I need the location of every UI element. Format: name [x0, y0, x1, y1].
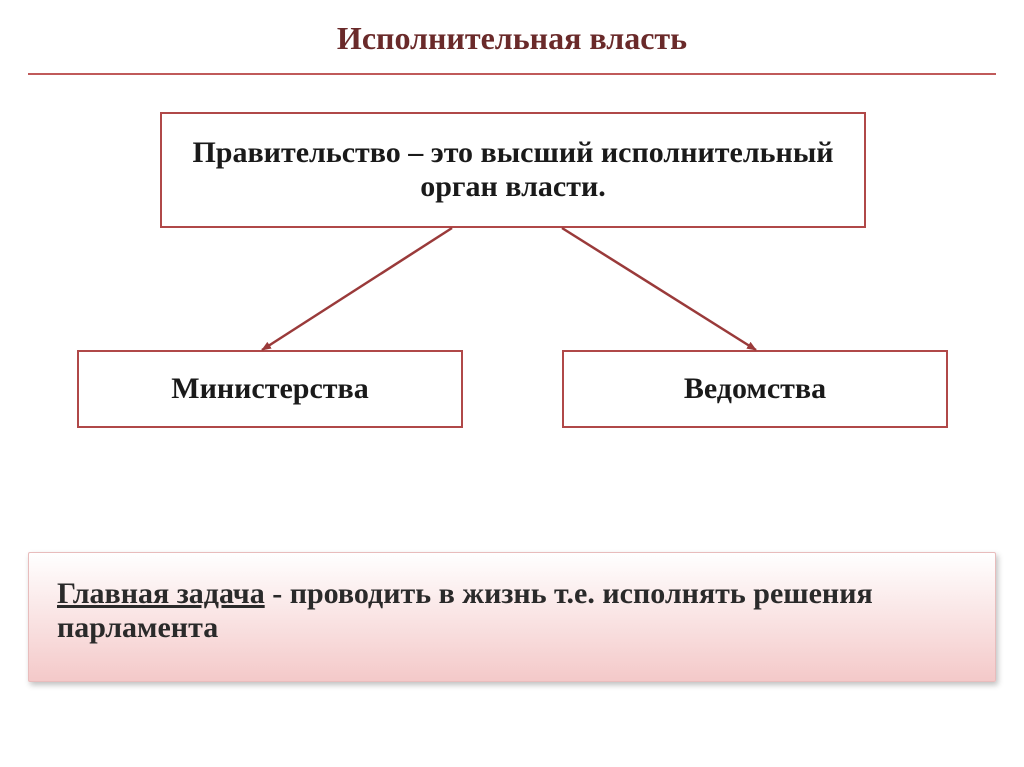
- diagram-edge: [262, 228, 452, 350]
- diagram-edge: [562, 228, 756, 350]
- diagram-node-departments: Ведомства: [562, 350, 948, 428]
- main-task-box: Главная задача - проводить в жизнь т.е. …: [28, 552, 996, 682]
- node-label: Правительство – это высший исполнительны…: [182, 136, 844, 204]
- main-task-prefix: Главная задача: [57, 577, 265, 610]
- slide-title: Исполнительная власть: [28, 20, 996, 57]
- title-block: Исполнительная власть: [28, 20, 996, 75]
- diagram-node-government: Правительство – это высший исполнительны…: [160, 112, 866, 228]
- slide-root: Исполнительная власть Правительство – эт…: [0, 0, 1024, 767]
- diagram-node-ministries: Министерства: [77, 350, 463, 428]
- node-label: Ведомства: [684, 372, 826, 406]
- node-label: Министерства: [171, 372, 368, 406]
